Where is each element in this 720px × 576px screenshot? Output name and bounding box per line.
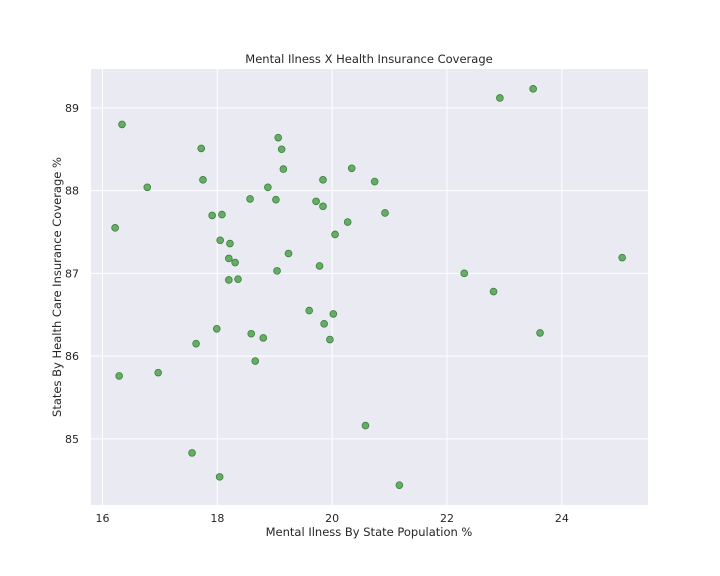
data-point (361, 421, 370, 430)
data-point (231, 258, 239, 267)
y-tick-label: 85 (65, 433, 79, 446)
data-point (315, 262, 324, 270)
y-tick-label: 87 (65, 267, 79, 280)
data-point (370, 177, 379, 186)
data-point (218, 210, 226, 219)
data-point (215, 473, 224, 481)
data-point (381, 209, 389, 217)
data-point (115, 372, 123, 380)
data-point (274, 133, 282, 142)
data-point (216, 236, 225, 245)
data-point (284, 249, 293, 258)
data-point (460, 269, 469, 278)
y-tick-label: 88 (65, 185, 79, 198)
data-points (111, 85, 626, 489)
data-point (489, 287, 498, 296)
data-point (118, 120, 126, 129)
data-point (225, 254, 233, 263)
data-point (246, 195, 254, 203)
x-tick-label: 20 (325, 512, 339, 525)
x-tick-label: 18 (210, 512, 224, 525)
data-point (305, 306, 314, 315)
data-point (618, 253, 626, 262)
data-point (225, 276, 233, 284)
data-point (277, 145, 286, 154)
data-point (226, 239, 234, 248)
data-point (496, 94, 504, 102)
data-point (251, 357, 260, 365)
data-point (143, 183, 152, 192)
data-point (247, 329, 256, 338)
data-point (264, 183, 272, 192)
data-point (312, 197, 320, 206)
data-point (536, 329, 544, 337)
data-point (347, 164, 356, 173)
data-point (326, 335, 334, 344)
data-point (259, 334, 268, 342)
data-point (188, 449, 196, 457)
data-point (395, 481, 404, 489)
x-tick-label: 16 (95, 512, 109, 525)
data-point (197, 144, 206, 153)
x-axis-label: Mental Ilness By State Population % (266, 525, 473, 539)
x-tick-label: 24 (555, 512, 569, 525)
data-point (234, 275, 242, 283)
chart-title: Mental Ilness X Health Insurance Coverag… (245, 52, 492, 66)
x-tick-labels: 16 18 20 22 24 (95, 512, 568, 525)
data-point (329, 310, 338, 318)
data-point (343, 218, 352, 226)
data-point (111, 224, 119, 232)
y-tick-labels: 85 86 87 88 89 (65, 102, 79, 446)
y-tick-label: 89 (65, 102, 79, 115)
gridlines (91, 69, 648, 505)
data-point (319, 202, 327, 211)
data-point (199, 176, 207, 184)
data-point (212, 324, 221, 333)
y-axis-label: States By Health Care Insurance Coverage… (50, 157, 64, 417)
data-point (320, 320, 328, 328)
data-point (331, 230, 339, 239)
y-tick-label: 86 (65, 350, 79, 363)
data-point (154, 368, 162, 377)
x-tick-label: 22 (440, 512, 454, 525)
data-point (208, 211, 216, 220)
data-point (529, 85, 537, 93)
plot-area (91, 69, 648, 505)
data-point (272, 195, 280, 204)
data-point (273, 267, 281, 275)
data-point (279, 165, 288, 173)
data-point (319, 176, 327, 184)
data-point (192, 339, 200, 348)
